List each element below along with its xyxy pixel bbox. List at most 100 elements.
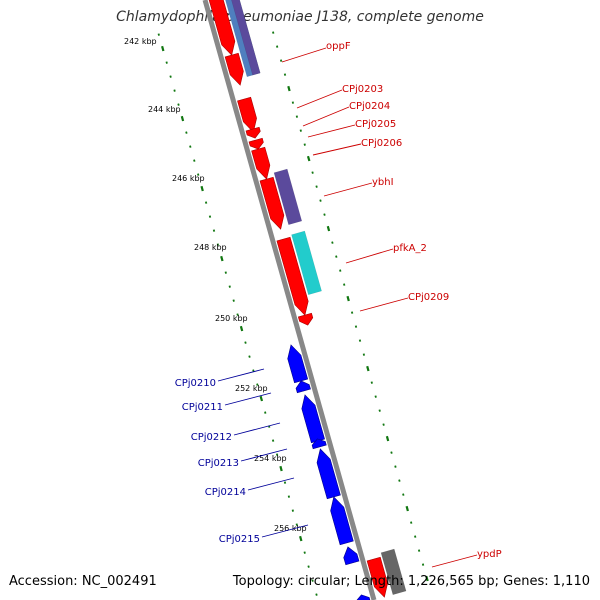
tick-dot — [315, 593, 318, 596]
tick-dot — [220, 255, 224, 262]
tick-dot — [169, 75, 172, 78]
tick-dot — [319, 199, 322, 202]
tick-dot — [279, 59, 283, 62]
reverse-gene-arrow — [343, 546, 360, 566]
tick-dot — [335, 255, 338, 258]
forward-gene-arrow — [251, 146, 271, 180]
reverse-gene-label: CPj0210 — [175, 378, 216, 389]
kbp-tick-label: 252 kbp — [235, 384, 268, 393]
reverse-gene-arrow — [295, 380, 311, 394]
tick-dot — [295, 115, 299, 118]
kbp-tick-label: 254 kbp — [254, 454, 287, 463]
tick-dot — [283, 73, 287, 76]
tick-dot — [189, 145, 192, 148]
tick-dot — [354, 325, 358, 328]
tick-dot — [287, 495, 291, 498]
cog-strip — [225, 0, 407, 596]
gene-leader-line — [431, 554, 478, 568]
tick-dot — [180, 115, 185, 122]
tick-dot — [287, 85, 291, 92]
gene-leader-line — [345, 248, 394, 264]
tick-dot — [165, 61, 168, 64]
tick-dot — [232, 299, 235, 302]
tick-dot — [208, 215, 212, 218]
tick-dot — [339, 269, 342, 272]
forward-gene-label: CPj0203 — [342, 84, 383, 95]
tick-dot — [311, 171, 314, 174]
cog-block-pfka — [291, 230, 322, 296]
gene-leader-line — [312, 143, 362, 156]
forward-gene-arrow — [224, 52, 244, 86]
reverse-gene-label: CPj0214 — [205, 487, 246, 498]
tick-dot — [204, 201, 208, 204]
tick-rows — [157, 31, 429, 596]
tick-dot — [385, 435, 390, 442]
forward-gene-label: ybhI — [372, 177, 394, 188]
tick-dot — [275, 453, 279, 456]
tick-dot — [402, 493, 405, 496]
tick-dot — [326, 225, 331, 232]
tick-dot — [346, 295, 350, 302]
tick-dot — [259, 395, 264, 402]
tick-dot — [299, 129, 302, 132]
forward-gene-arrow — [366, 556, 388, 598]
forward-gene-label: oppF — [326, 41, 351, 52]
tick-dot — [374, 395, 377, 398]
cog-block-ybhi — [273, 168, 303, 226]
kbp-tick-label: 250 kbp — [215, 314, 248, 323]
tick-dot — [197, 173, 200, 176]
tick-dot — [244, 341, 247, 344]
cog-block-ypdp — [380, 548, 407, 596]
gene-leader-line — [240, 448, 288, 462]
reverse-gene-label: CPj0212 — [191, 432, 232, 443]
right-tick-row — [272, 31, 429, 582]
tick-dot — [303, 143, 306, 146]
tick-dot — [350, 311, 354, 314]
reverse-gene-label: CPj0211 — [182, 402, 223, 413]
tick-dot — [299, 535, 303, 542]
tick-dot — [224, 271, 227, 274]
tick-dot — [362, 353, 366, 356]
forward-gene-label: CPj0206 — [361, 138, 402, 149]
tick-dot — [193, 159, 196, 162]
tick-dot — [264, 411, 267, 414]
tick-dot — [331, 241, 334, 244]
tick-dot — [421, 563, 425, 566]
kbp-tick-label: 246 kbp — [172, 174, 205, 183]
tick-dot — [291, 101, 295, 104]
forward-gene-label: ypdP — [477, 549, 502, 560]
gene-leader-line — [247, 477, 295, 491]
tick-dot — [394, 465, 397, 468]
tick-dot — [358, 339, 362, 342]
kbp-tick-label: 244 kbp — [148, 105, 181, 114]
tick-dot — [398, 479, 401, 482]
kbp-labels: 242 kbp 244 kbp 246 kbp 248 kbp 250 kbp 252 k… — [124, 37, 307, 533]
reverse-gene-label: CPj0215 — [219, 534, 260, 545]
reverse-gene-arrow — [330, 496, 354, 546]
tick-dot — [283, 481, 287, 484]
accession-text: Accession: NC_002491 — [9, 574, 157, 589]
forward-gene-arrow — [245, 126, 261, 139]
tick-dot — [279, 465, 283, 472]
tick-dot — [200, 185, 204, 192]
forward-gene-arrow — [208, 0, 236, 56]
tick-dot — [295, 523, 298, 526]
reverse-gene-label: CPj0213 — [198, 458, 239, 469]
tick-dot — [311, 579, 314, 582]
tick-dot — [366, 365, 370, 372]
tick-dot — [173, 89, 176, 92]
tick-dot — [307, 565, 310, 568]
forward-gene-arrow — [297, 312, 314, 326]
left-tick-row — [157, 33, 318, 596]
tick-dot — [343, 283, 346, 286]
tick-dot — [157, 33, 160, 36]
gene-labels: oppF CPj0203 CPj0204 CPj0205 CPj0206 ybhI pfkA… — [175, 41, 502, 568]
tick-dot — [390, 451, 393, 454]
kbp-tick-label: 248 kbp — [194, 243, 227, 252]
gene-leader-line — [359, 297, 409, 312]
kbp-tick-label: 256 kbp — [274, 524, 307, 533]
gene-leader-line — [261, 524, 309, 538]
tick-dot — [370, 381, 373, 384]
forward-gene-label: CPj0205 — [355, 119, 396, 130]
